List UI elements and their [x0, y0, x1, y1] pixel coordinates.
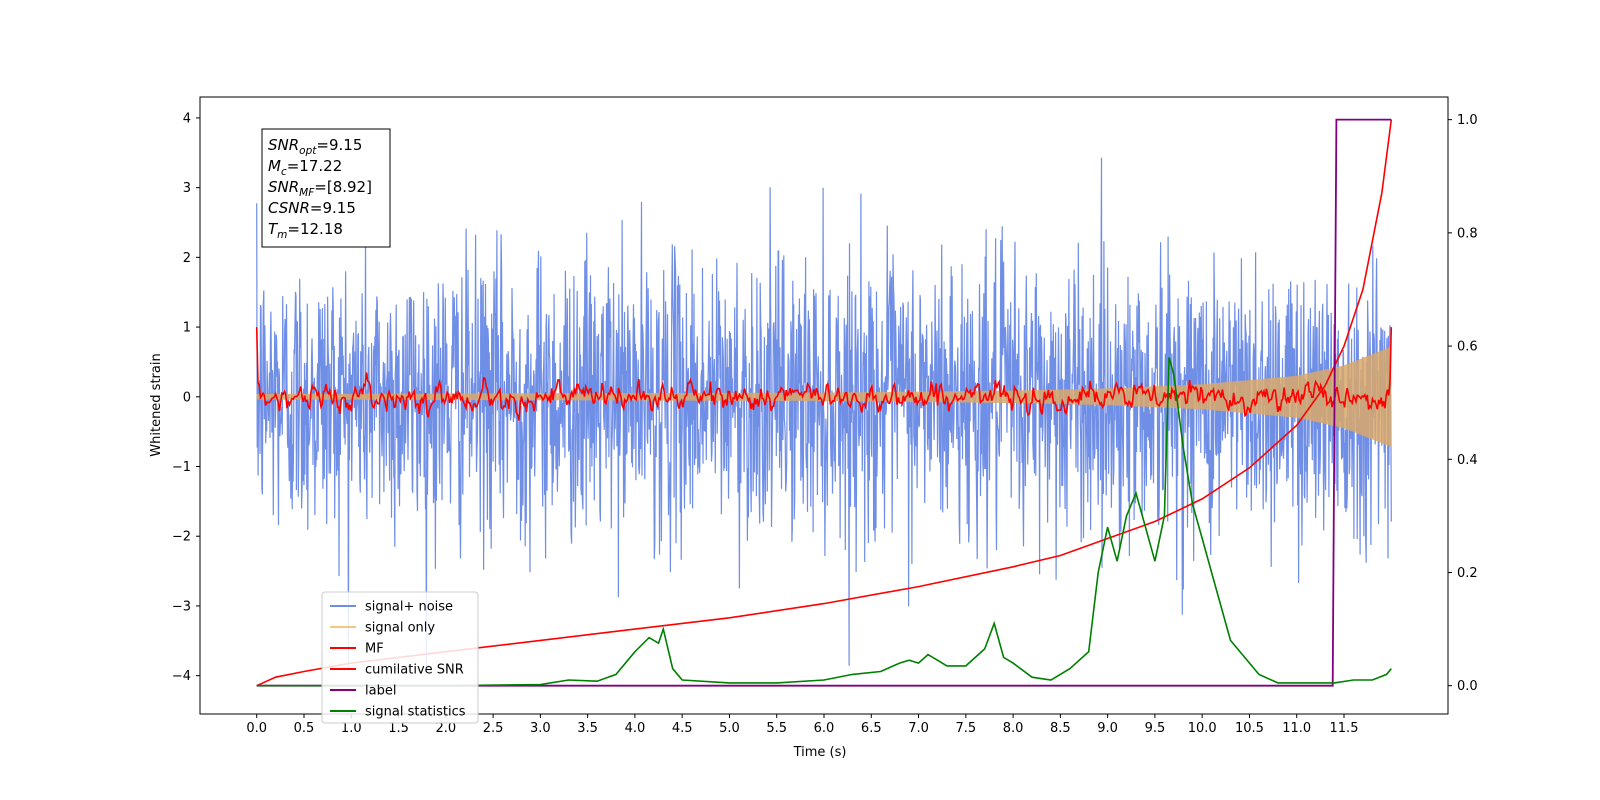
x-tick-label: 2.5	[483, 721, 504, 736]
y-axis-right: 1.0 0.8 0.6 0.4 0.2 0.0	[1448, 113, 1478, 694]
series-signal-noise-line	[256, 157, 1392, 669]
x-tick-label: 0.5	[294, 721, 315, 736]
y-tick-label: −3	[172, 599, 191, 614]
x-tick-label: 0.0	[246, 721, 267, 736]
x-tick-label: 6.5	[861, 721, 882, 736]
y-tick-label: 1	[183, 321, 191, 336]
y2-tick-label: 0.2	[1457, 566, 1478, 581]
x-tick-label: 9.5	[1145, 721, 1166, 736]
x-tick-label: 3.0	[530, 721, 551, 736]
annotation-line: Tm=12.18	[268, 220, 343, 241]
y-tick-label: −4	[172, 669, 191, 684]
x-tick-label: 4.5	[672, 721, 693, 736]
y2-tick-label: 0.6	[1457, 340, 1478, 355]
x-tick-label: 10.0	[1188, 721, 1217, 736]
legend-label: signal statistics	[365, 705, 466, 720]
y-tick-label: 4	[183, 111, 191, 126]
legend-label: cumilative SNR	[365, 663, 464, 678]
annotation-line: SNRMF=[8.92]	[268, 178, 372, 199]
y-axis-left: 4 3 2 1 0 −1 −2 −3 −4	[172, 111, 200, 684]
series-label-line	[256, 118, 1392, 687]
y-tick-label: −2	[172, 530, 191, 545]
legend-label: signal only	[365, 621, 435, 636]
x-axis-label: Time (s)	[793, 745, 847, 760]
x-tick-label: 5.5	[766, 721, 787, 736]
annotation-line: Mc=17.22	[268, 157, 342, 178]
annotation-line: CSNR=9.15	[268, 199, 356, 217]
x-tick-label: 8.5	[1050, 721, 1071, 736]
x-tick-label: 9.0	[1097, 721, 1118, 736]
y-tick-label: 3	[183, 181, 191, 196]
series-mf-line	[255, 327, 1393, 421]
legend-label: signal+ noise	[365, 600, 453, 615]
y2-tick-label: 0.0	[1457, 679, 1478, 694]
legend: signal+ noise signal only MF cumilative SNR…	[321, 591, 479, 724]
legend-label: label	[365, 684, 396, 699]
x-tick-label: 1.0	[341, 721, 362, 736]
x-tick-label: 6.0	[814, 721, 835, 736]
y2-tick-label: 0.4	[1457, 453, 1478, 468]
y-axis-label: Whitened strain	[149, 353, 164, 456]
x-tick-label: 10.5	[1235, 721, 1264, 736]
series-signal-statistics-line	[256, 357, 1392, 687]
y2-tick-label: 1.0	[1457, 113, 1478, 128]
x-axis: 0.0 0.5 1.0 1.5 2.0 2.5 3.0 3.5 4.0 4.5 5.0 5.5 6.0 6…	[246, 714, 1358, 736]
y-tick-label: 0	[183, 390, 191, 405]
x-tick-label: 2.0	[435, 721, 456, 736]
x-tick-label: 7.0	[908, 721, 929, 736]
legend-label: MF	[365, 642, 384, 657]
y-tick-label: −1	[172, 460, 191, 475]
y-tick-label: 2	[183, 251, 191, 266]
x-tick-label: 4.0	[625, 721, 646, 736]
annotation-box: SNRopt=9.15Mc=17.22SNRMF=[8.92]CSNR=9.15…	[261, 128, 391, 248]
x-tick-label: 5.0	[719, 721, 740, 736]
x-tick-label: 3.5	[577, 721, 598, 736]
legend-frame	[321, 591, 479, 724]
x-tick-label: 1.5	[388, 721, 409, 736]
x-tick-label: 11.0	[1282, 721, 1311, 736]
annotation-line: SNRopt=9.15	[268, 136, 362, 157]
x-tick-label: 8.0	[1003, 721, 1024, 736]
annotation-frame	[261, 128, 391, 248]
x-tick-label: 11.5	[1330, 721, 1359, 736]
x-tick-label: 7.5	[955, 721, 976, 736]
y2-tick-label: 0.8	[1457, 226, 1478, 241]
